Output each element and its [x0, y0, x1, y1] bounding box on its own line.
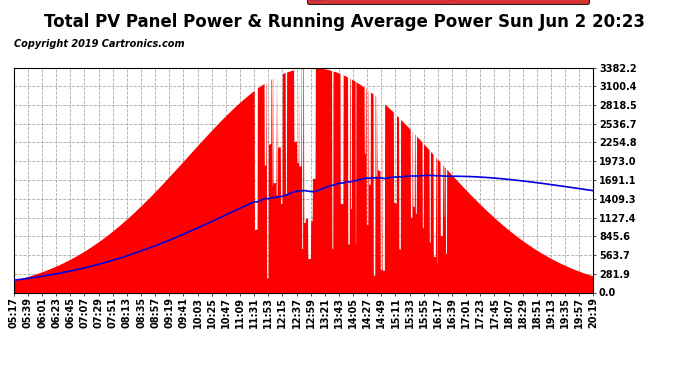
Legend: Average  (DC Watts), PV Panels  (DC Watts): Average (DC Watts), PV Panels (DC Watts)	[307, 0, 589, 4]
Text: Total PV Panel Power & Running Average Power Sun Jun 2 20:23: Total PV Panel Power & Running Average P…	[44, 13, 646, 31]
Text: Copyright 2019 Cartronics.com: Copyright 2019 Cartronics.com	[14, 39, 184, 50]
